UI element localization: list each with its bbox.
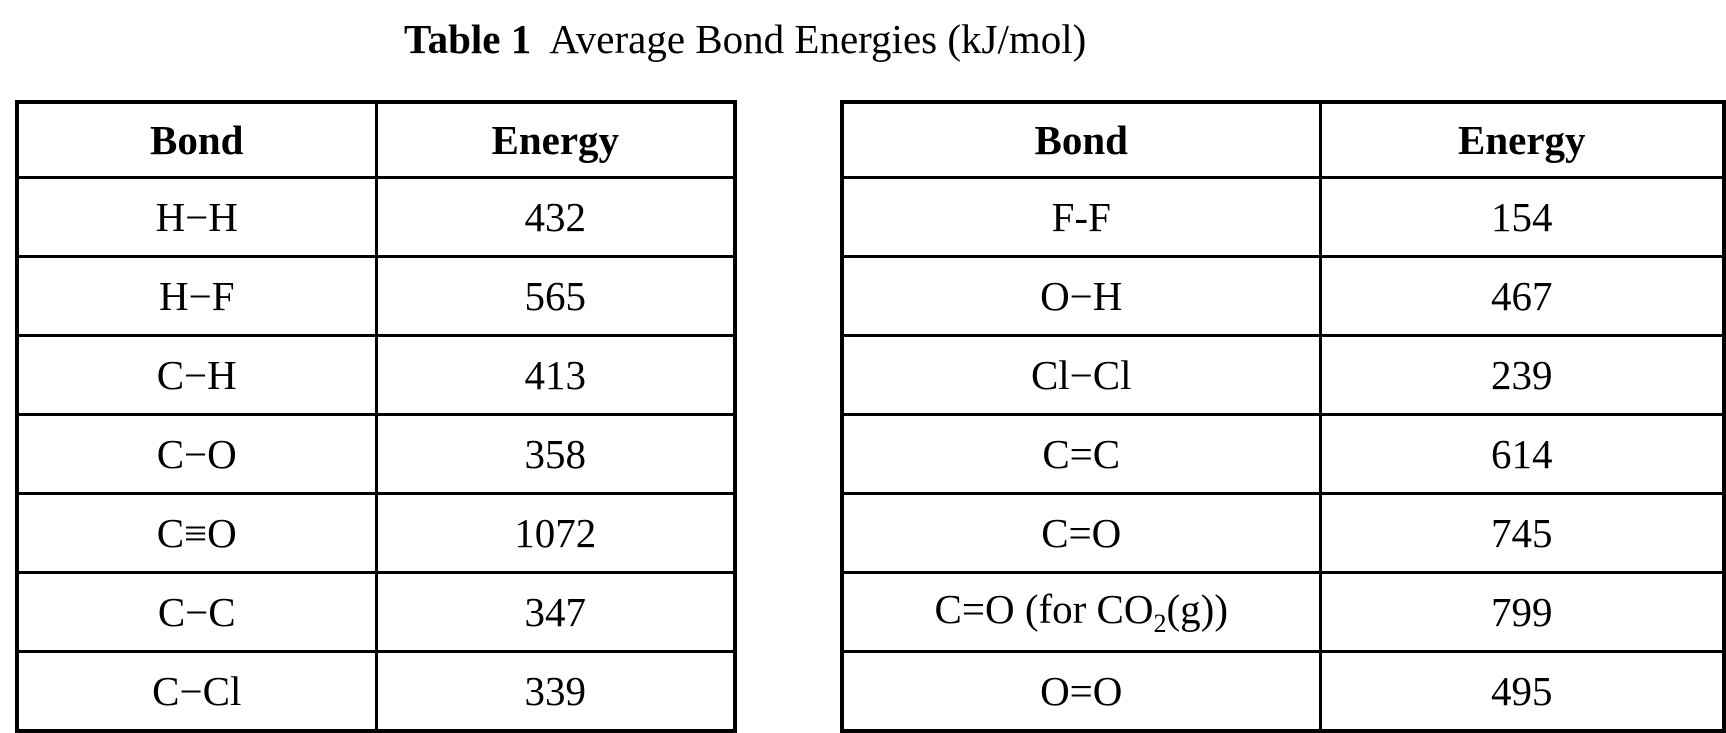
bond-cell: C−C [15,571,378,653]
energy-cell: 1072 [374,492,737,574]
bond-column-header: Bond [840,100,1322,179]
table-row: C=C 614 [840,413,1724,495]
table-number-label: Table 1 [404,16,532,62]
header-row: Bond Energy [15,100,737,179]
table-row: H−F 565 [15,255,737,337]
bond-cell: H−H [15,176,378,258]
bond-cell: C−O [15,413,378,495]
table-row: C=O 745 [840,492,1724,574]
table-row: C≡O 1072 [15,492,737,574]
bond-cell: H−F [15,255,378,337]
energy-cell: 495 [1318,650,1724,733]
table-row: C−C 347 [15,571,737,653]
table-row: F-F 154 [840,176,1724,258]
table-row: C=O (for CO2(g)) 799 [840,571,1724,653]
bond-cell: C−H [15,334,378,416]
table-row: Cl−Cl 239 [840,334,1724,416]
energy-cell: 467 [1318,255,1724,337]
energy-cell: 565 [374,255,737,337]
table-title: Table 1 Average Bond Energies (kJ/mol) [404,14,1086,64]
bond-column-header: Bond [15,100,378,179]
bond-cell: C=O [840,492,1322,574]
bond-label-tail: (g)) [1166,585,1228,632]
table-row: H−H 432 [15,176,737,258]
energy-cell: 614 [1318,413,1724,495]
energy-cell: 154 [1318,176,1724,258]
table-row: C−O 358 [15,413,737,495]
energy-column-header: Energy [1318,100,1724,179]
table-row: O=O 495 [840,650,1724,733]
bond-cell: O=O [840,650,1322,733]
bond-label: C=O (for CO [934,585,1154,632]
table-row: O−H 467 [840,255,1724,337]
bond-cell: C=O (for CO2(g)) [840,571,1322,653]
energy-cell: 347 [374,571,737,653]
table-row: C−H 413 [15,334,737,416]
bond-energies-table-right: Bond Energy F-F 154 O−H 467 Cl−Cl 239 C=… [840,100,1726,733]
bond-cell: O−H [840,255,1322,337]
bond-cell: C≡O [15,492,378,574]
bond-subscript: 2 [1153,609,1167,639]
energy-cell: 339 [374,650,737,733]
energy-cell: 799 [1318,571,1724,653]
bond-cell: C−Cl [15,650,378,733]
energy-cell: 432 [374,176,737,258]
header-row: Bond Energy [840,100,1724,179]
table-row: C−Cl 339 [15,650,737,733]
energy-cell: 745 [1318,492,1724,574]
energy-cell: 239 [1318,334,1724,416]
bond-cell: Cl−Cl [840,334,1322,416]
table-caption-label: Average Bond Energies (kJ/mol) [549,16,1087,62]
energy-column-header: Energy [374,100,737,179]
bond-cell: C=C [840,413,1322,495]
energy-cell: 413 [374,334,737,416]
bond-energies-table-left: Bond Energy H−H 432 H−F 565 C−H 413 C−O … [15,100,737,733]
bond-cell: F-F [840,176,1322,258]
energy-cell: 358 [374,413,737,495]
